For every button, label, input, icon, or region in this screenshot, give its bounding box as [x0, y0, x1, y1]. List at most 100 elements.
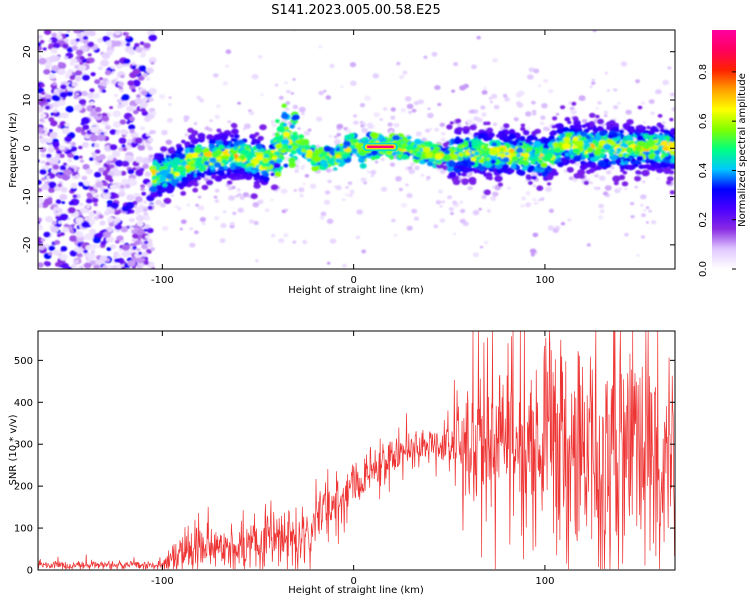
spectrogram-cell [651, 220, 657, 225]
spectrogram-cell [188, 165, 196, 172]
spectrogram-cell [200, 165, 206, 170]
spectrogram-cell [592, 139, 598, 144]
spectrogram-cell [604, 114, 608, 117]
spectrogram-cell [232, 211, 237, 215]
spectrogram-cell [402, 70, 408, 75]
spectrogram-cell [113, 217, 121, 223]
spectrogram-cell [666, 176, 674, 182]
spectrogram-cell [654, 156, 659, 161]
snr-x-label: Height of straight line (km) [288, 585, 424, 596]
spectrogram-cell [572, 116, 578, 121]
spectrogram-cell [160, 146, 168, 153]
spectrogram-cell [88, 211, 95, 217]
spectrogram-cell [607, 160, 613, 165]
spectrogram-cell [56, 34, 63, 40]
spectrogram-cell [525, 111, 532, 117]
spectrogram-cell [78, 64, 87, 72]
spectrogram-cell [120, 170, 127, 176]
spectrogram-cell [114, 30, 121, 36]
spectrogram-cell [262, 157, 269, 163]
spectrogram-cell [397, 144, 402, 149]
spectrogram-cell [645, 221, 649, 224]
spectrogram-cell [575, 140, 584, 147]
spectrogram-cell [67, 207, 76, 214]
spectrogram-cell [483, 86, 487, 90]
spectrogram-cell [121, 144, 127, 149]
spectrogram-cell [67, 87, 74, 92]
spectrogram-cell [140, 187, 146, 192]
spectrogram-cell [634, 185, 638, 189]
spectrogram-cell [112, 121, 122, 128]
spectrogram-cell [127, 138, 133, 144]
spectrogram-cell [448, 171, 457, 178]
spectrogram-cell [660, 140, 668, 147]
spectrogram-cell [146, 133, 151, 137]
spectrogram-cell [292, 114, 300, 121]
spectrogram-cell [112, 110, 121, 118]
spectrogram-cell [197, 132, 206, 139]
spectrogram-cell [145, 142, 151, 148]
spectrogram-cell [568, 101, 573, 105]
spectrogram-cell [169, 146, 175, 151]
spectrogram-cell [637, 161, 642, 165]
spectrogram-cell [87, 53, 92, 57]
spectrogram-cell [540, 197, 545, 201]
spectrogram-cell [478, 158, 484, 164]
spectrogram-cell [540, 162, 548, 168]
spectrogram-cell [280, 148, 287, 154]
colorbar-tick-label: 0.0 [698, 261, 709, 277]
spectrogram-cell [437, 102, 442, 107]
spectrogram-cell [457, 172, 462, 176]
spectrogram-cell [415, 131, 422, 137]
spectrogram-cell [78, 212, 83, 216]
spectrogram-cell [457, 156, 463, 161]
spectrogram-cell [78, 182, 84, 187]
spectrogram-cell [292, 78, 296, 81]
spectrogram-cell [106, 31, 113, 37]
spectrogram-cell [226, 167, 233, 173]
y-tick-label: 400 [14, 398, 33, 409]
x-tick-label: -100 [151, 275, 174, 286]
spectrogram-cell [516, 147, 524, 154]
spectrogram-cell [643, 209, 647, 212]
spectrogram-cell [64, 136, 72, 143]
spectrogram-cell [59, 91, 68, 98]
spectrogram-cell [543, 79, 549, 83]
spectrogram-cell [303, 130, 311, 136]
spectrogram-cell [39, 113, 47, 119]
spectrogram-cell [439, 169, 447, 174]
spectrogram-cell [90, 110, 98, 116]
spectrogram-cell [521, 196, 527, 201]
spectrogram-cell [336, 132, 342, 137]
spectrogram-cell [248, 219, 255, 224]
spectrogram-cell [47, 147, 55, 153]
spectrogram-cell [129, 84, 136, 90]
spectrogram-cell [492, 58, 498, 63]
spectrogram-cell [527, 157, 533, 161]
spectrogram-cell [589, 85, 593, 88]
spectrogram-cell [323, 145, 332, 153]
spectrogram-x-label: Height of straight line (km) [288, 285, 424, 296]
spectrogram-cell [73, 246, 80, 252]
spectrogram-cell [104, 70, 112, 76]
spectrogram-cell [73, 155, 80, 161]
spectrogram-cell [598, 161, 607, 168]
spectrogram-cell [209, 119, 214, 123]
spectrogram-cell [567, 218, 572, 222]
spectrogram-cell [447, 166, 454, 172]
spectrogram-cell [370, 149, 379, 156]
spectrogram-cell [103, 231, 111, 238]
spectrogram-cell [353, 120, 359, 125]
spectrogram-cell [595, 106, 599, 110]
spectrogram-cell [516, 102, 524, 108]
spectrogram-cell [335, 154, 341, 159]
spectrogram-cell [113, 93, 119, 98]
spectrogram-cell [481, 112, 487, 117]
spectrogram-cell [81, 175, 88, 181]
spectrogram-cell [94, 171, 102, 178]
spectrogram-cell [401, 154, 409, 160]
spectrogram-cell [93, 202, 98, 207]
spectrogram-cell [43, 231, 51, 238]
spectrogram-cell [70, 58, 78, 64]
spectrogram-cell [298, 106, 306, 113]
